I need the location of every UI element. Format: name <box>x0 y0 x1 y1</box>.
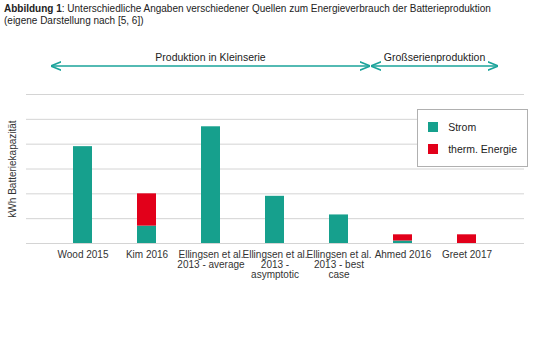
svg-text:Ellingsen et al.2013 - bestcas: Ellingsen et al.2013 - bestcase <box>306 249 371 280</box>
html-text:Strom: Strom <box>448 121 477 133</box>
svg-text:Ellingsen et al.2013 - average: Ellingsen et al.2013 - average <box>177 249 245 270</box>
html-text:Abbildung 1: Unterschiedliche: Abbildung 1: Unterschiedliche Angaben ve… <box>4 3 491 14</box>
svg-text:Großserienproduktion: Großserienproduktion <box>384 51 486 63</box>
svg-text:Greet 2017: Greet 2017 <box>442 249 492 260</box>
svg-text:Wood 2015: Wood 2015 <box>58 249 109 260</box>
svg-text:Ahmed 2016: Ahmed 2016 <box>375 249 432 260</box>
svg-text:Produktion in Kleinserie: Produktion in Kleinserie <box>155 51 265 63</box>
svg-text:Kim 2016: Kim 2016 <box>126 249 169 260</box>
html-text:therm. Energie: therm. Energie <box>448 143 517 155</box>
html-text:(eigene Darstellung nach [5, 6: (eigene Darstellung nach [5, 6]) <box>4 15 144 26</box>
svg-text:kWh Batteriekapazität: kWh Batteriekapazität <box>7 120 18 217</box>
svg-text:Ellingsen et al.2013 -asymptot: Ellingsen et al.2013 -asymptotic <box>242 249 307 280</box>
